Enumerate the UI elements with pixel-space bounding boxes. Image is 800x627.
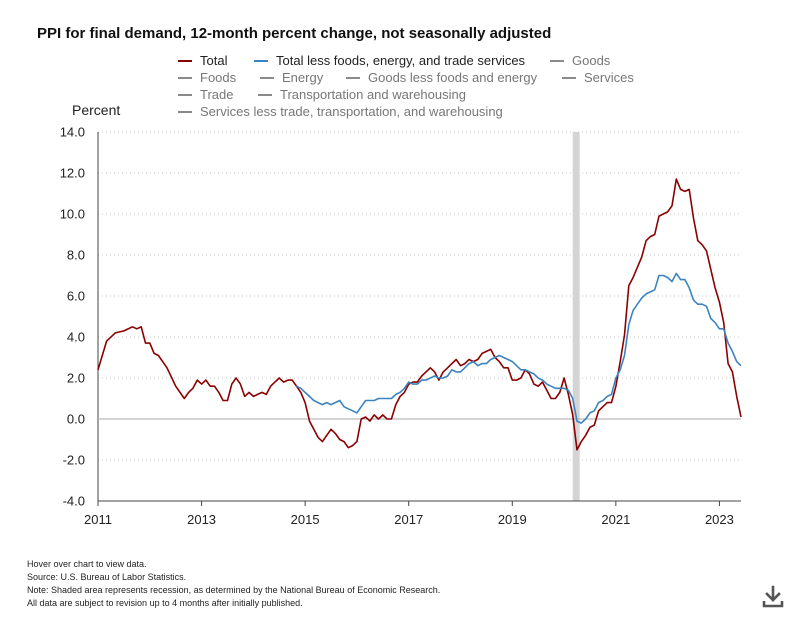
note-source: Source: U.S. Bureau of Labor Statistics. [27,572,187,582]
legend-swatch-services [562,76,576,79]
x-tick-label: 2013 [187,512,216,527]
legend-swatch-goods [550,59,564,62]
legend-swatch-transportation [258,93,272,96]
legend-swatch-goods-less [346,76,360,79]
chart-title: PPI for final demand, 12-month percent c… [37,25,552,42]
x-tick-label: 2021 [601,512,630,527]
legend-label-goods: Goods [572,53,611,68]
legend-label-foods: Foods [200,70,237,85]
legend-swatch-total [178,59,192,62]
y-tick-label: 4.0 [67,330,85,345]
legend-swatch-core [254,59,268,62]
series-lines[interactable] [97,178,742,451]
legend-item-energy[interactable]: Energy [260,70,323,85]
legend-label-core: Total less foods, energy, and trade serv… [276,53,526,68]
legend: Total Total less foods, energy, and trad… [0,0,800,130]
legend-swatch-trade [178,93,192,96]
legend-item-transportation[interactable]: Transportation and warehousing [258,87,466,102]
legend-item-trade[interactable]: Trade [178,87,233,102]
note-recession: Note: Shaded area represents recession, … [27,585,441,595]
x-tick-labels: 2011 2013 2015 2017 2019 2021 2023 [84,501,734,527]
download-icon[interactable] [760,584,786,610]
legend-label-trade: Trade [200,87,234,102]
y-tick-label: 2.0 [67,371,85,386]
legend-swatch-services-less [178,110,192,113]
x-tick-label: 2019 [498,512,527,527]
x-tick-label: 2015 [291,512,320,527]
legend-item-goods-less-foods-energy[interactable]: Goods less foods and energy [346,70,537,85]
x-tick-label: 2023 [705,512,734,527]
x-tick-label: 2017 [394,512,423,527]
footnotes: Hover over chart to view data. Source: U… [27,558,440,610]
legend-swatch-energy [260,76,274,79]
legend-item-total[interactable]: Total [178,53,227,68]
legend-label-goods-less: Goods less foods and energy [368,70,538,85]
note-revision: All data are subject to revision up to 4… [27,598,303,608]
legend-label-transportation: Transportation and warehousing [280,87,466,102]
y-tick-label: 14.0 [60,125,85,140]
axes [97,132,741,502]
legend-item-goods[interactable]: Goods [550,53,610,68]
y-tick-label: -2.0 [63,453,85,468]
download-icon-glyph [762,585,784,608]
y-tick-label: 8.0 [67,248,85,263]
series-line-total[interactable] [97,178,742,451]
y-axis-label: Percent [72,102,121,118]
series-line-core[interactable] [296,272,742,424]
x-tick-label: 2011 [84,512,112,527]
y-tick-label: 12.0 [60,166,85,181]
legend-item-foods[interactable]: Foods [178,70,236,85]
recession-band [572,132,580,501]
legend-label-services-less: Services less trade, transportation, and… [200,104,503,119]
note-hover: Hover over chart to view data. [27,559,147,569]
legend-label-total: Total [200,53,228,68]
legend-item-services[interactable]: Services [562,70,634,85]
recession-shading [572,132,580,501]
y-tick-label: 0.0 [67,412,85,427]
legend-item-total-less-foods-energy-trade[interactable]: Total less foods, energy, and trade serv… [254,53,525,68]
legend-label-energy: Energy [282,70,324,85]
legend-item-services-less[interactable]: Services less trade, transportation, and… [178,104,503,119]
y-tick-label: 10.0 [60,207,85,222]
y-tick-label: -4.0 [63,494,85,509]
legend-label-services: Services [584,70,634,85]
y-tick-labels: 14.0 12.0 10.0 8.0 6.0 4.0 2.0 0.0 -2.0 -4.0 [60,125,85,509]
y-tick-label: 6.0 [67,289,85,304]
legend-swatch-foods [178,76,192,79]
